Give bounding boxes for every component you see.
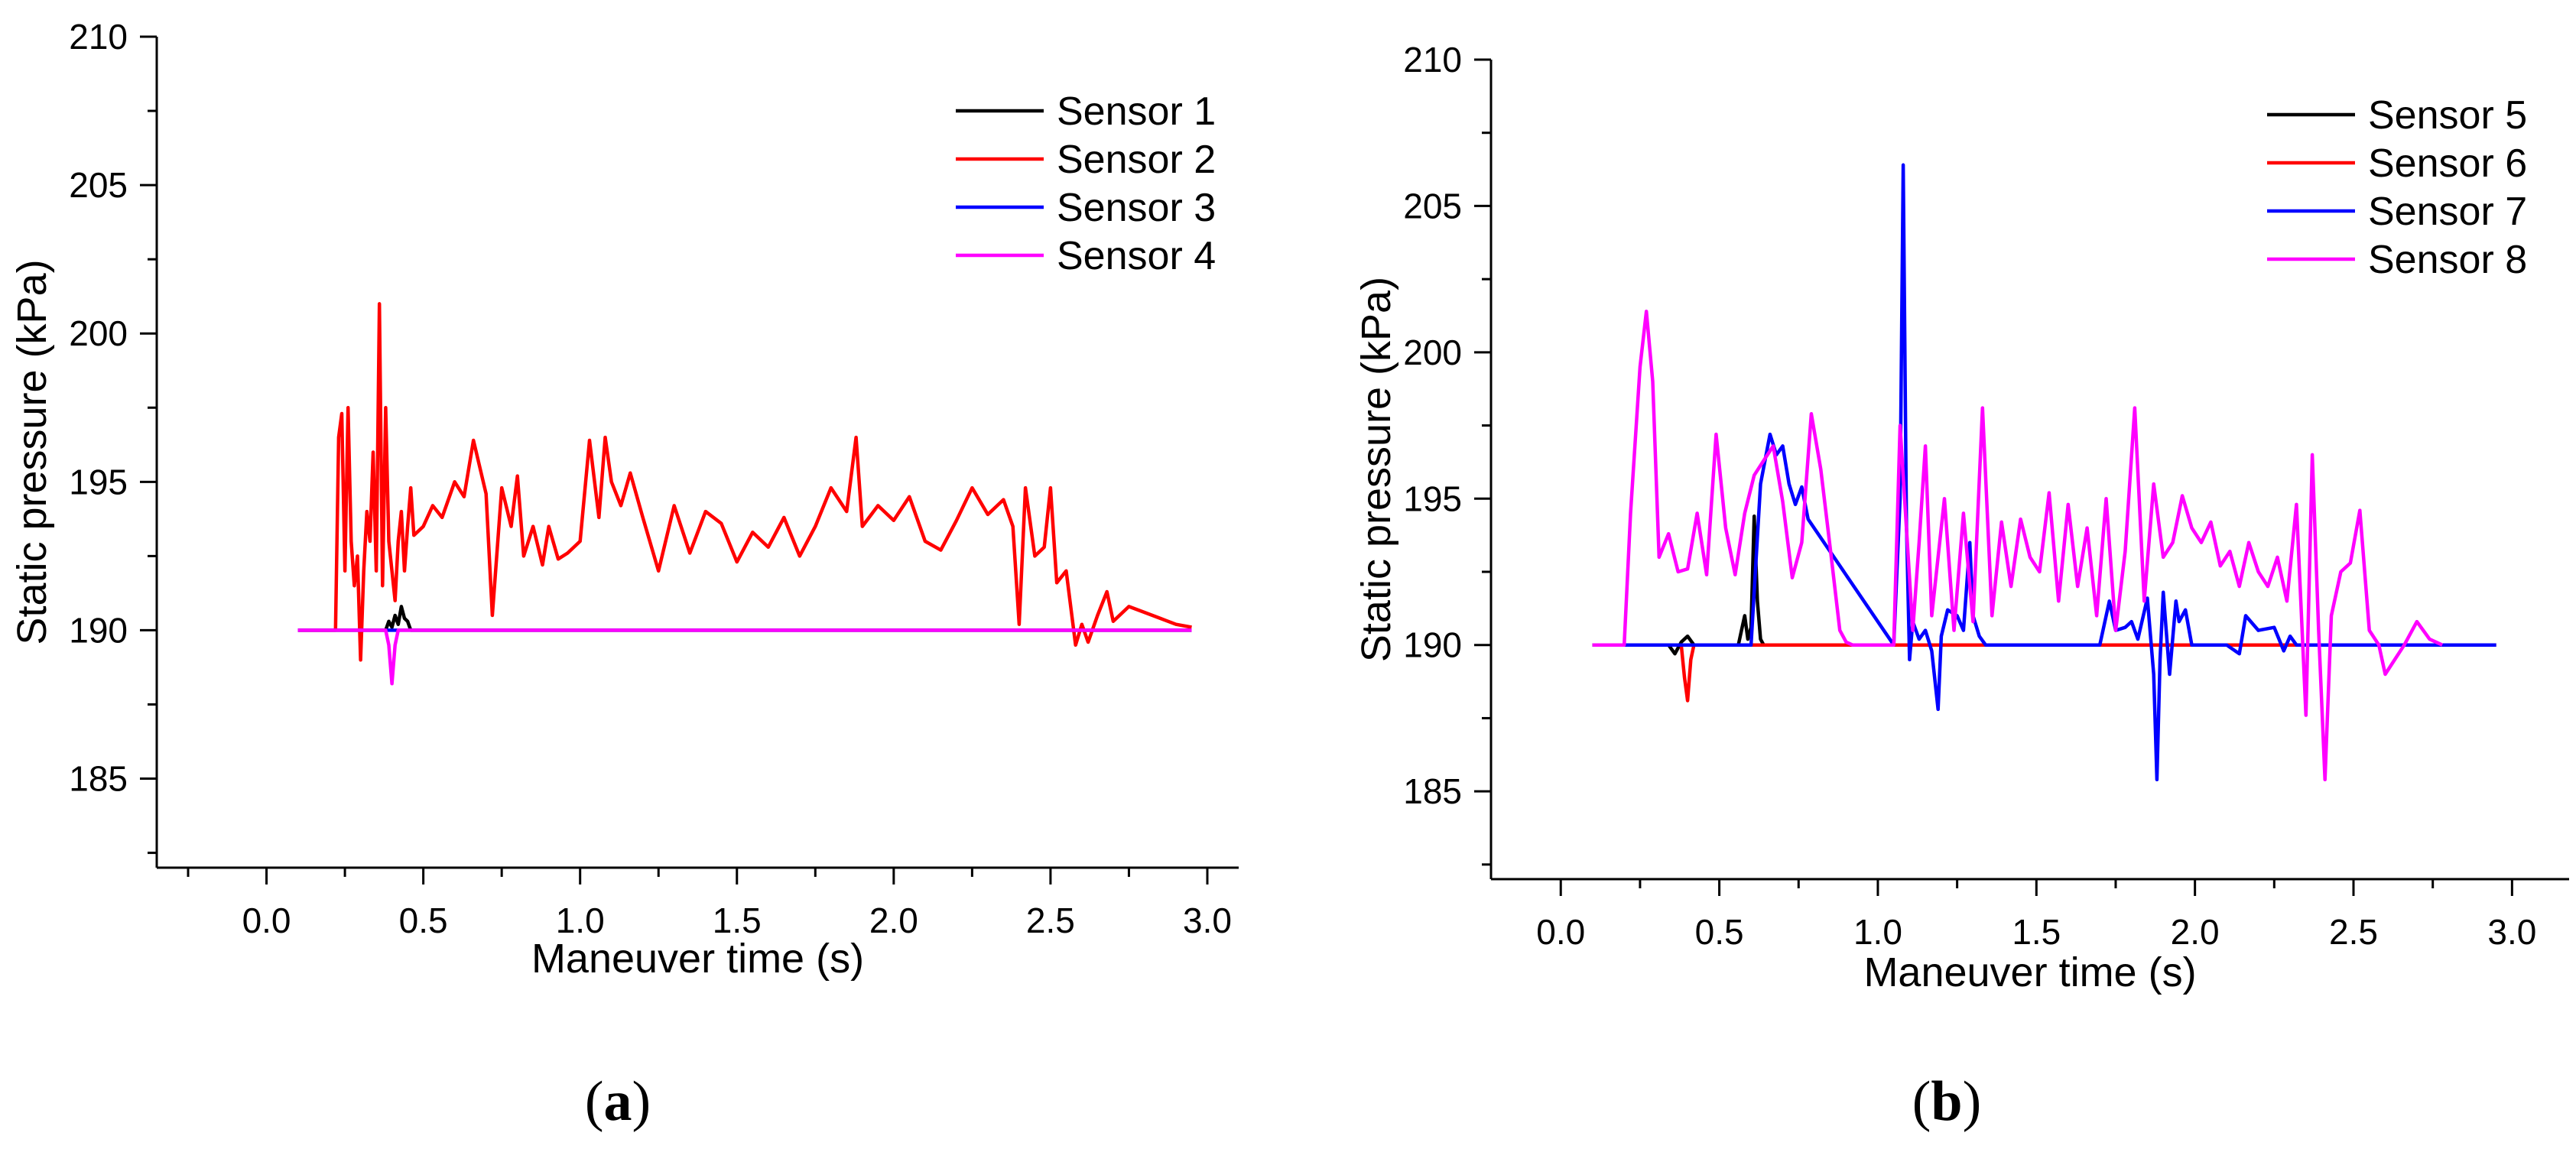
y-tick-label: 185 [69,759,128,799]
series-line-sensor-2 [297,302,1192,662]
legend-label: Sensor 4 [1057,234,1216,278]
y-tick-label: 190 [69,610,128,650]
x-tick-label: 2.5 [1026,901,1075,940]
x-tick-label: 0.5 [1695,912,1744,952]
y-axis-label: Static pressure (kPa) [1353,277,1399,662]
x-tick-label: 3.0 [2487,912,2536,952]
panel-label: (b) [1912,1070,1981,1133]
y-tick-label: 185 [1403,771,1462,811]
x-tick-label: 2.0 [2171,912,2220,952]
series-line-sensor-7 [1592,163,2496,782]
x-axis-label: Maneuver time (s) [1863,949,2196,995]
y-tick-label: 195 [1403,479,1462,518]
panel-label: (a) [585,1070,651,1133]
x-tick-label: 1.5 [713,901,762,940]
legend-label: Sensor 1 [1057,89,1216,134]
y-tick-label: 200 [1403,333,1462,372]
legend-label: Sensor 3 [1057,186,1216,230]
series-line-sensor-6 [1592,643,2496,703]
x-tick-label: 3.0 [1183,901,1232,940]
y-tick-label: 195 [69,462,128,501]
legend-label: Sensor 7 [2368,190,2527,234]
x-axis-label: Maneuver time (s) [531,936,864,982]
legend-label: Sensor 8 [2368,238,2527,282]
chart-panel-a: 0.0 0.5 1.0 1.5 2.0 2.5 3.0 185 190 195 200 205 210 M… [9,17,1239,1133]
y-tick-label: 205 [69,165,128,205]
series-line-sensor-5 [1592,514,2496,656]
y-tick-label: 210 [1403,40,1462,80]
x-tick-label: 2.0 [869,901,918,940]
series-line-sensor-4 [297,628,1192,686]
chart-panel-b: 0.0 0.5 1.0 1.5 2.0 2.5 3.0 185 190 195 200 205 210 M… [1353,40,2569,1133]
x-tick-label: 0.5 [399,901,448,940]
legend-label: Sensor 6 [2368,141,2527,186]
x-tick-label: 1.5 [2012,912,2061,952]
legend-label: Sensor 5 [2368,93,2527,138]
y-tick-label: 205 [1403,186,1462,226]
y-axis-label: Static pressure (kPa) [9,259,55,644]
y-tick-label: 200 [69,313,128,353]
x-tick-label: 1.0 [556,901,605,940]
x-tick-label: 2.5 [2329,912,2378,952]
x-tick-label: 0.0 [242,901,291,940]
y-tick-label: 190 [1403,625,1462,665]
legend-label: Sensor 2 [1057,138,1216,182]
series-line-sensor-8 [1592,310,2444,782]
y-tick-label: 210 [69,17,128,57]
x-tick-label: 1.0 [1853,912,1902,952]
x-tick-label: 0.0 [1536,912,1585,952]
series-line-sensor-1 [297,605,1192,632]
